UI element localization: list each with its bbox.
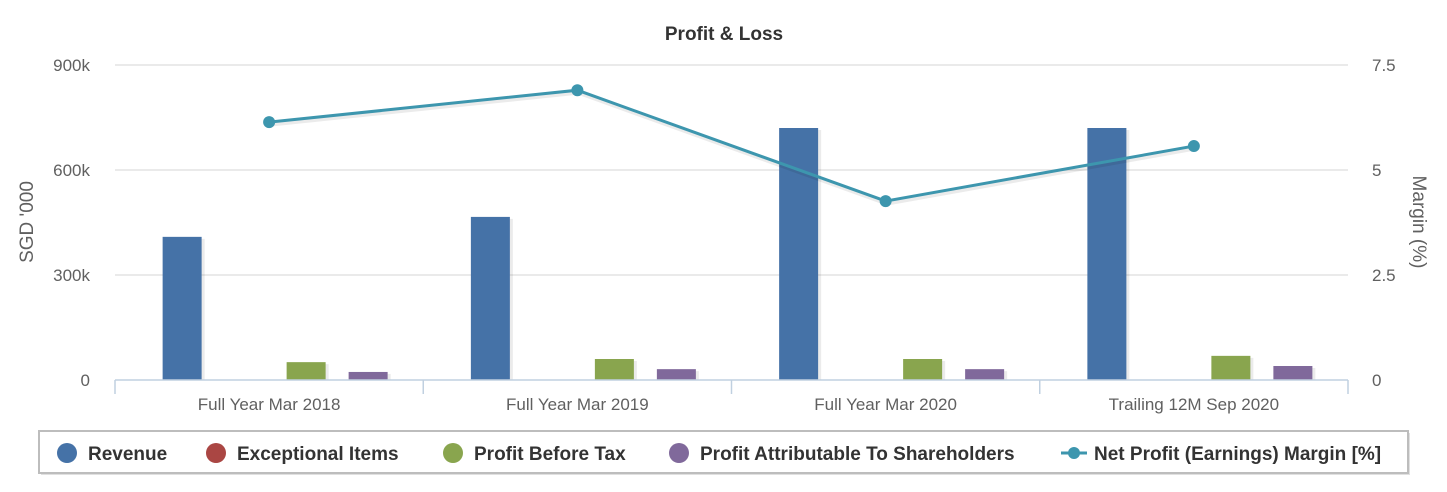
bar-profit-attributable-to-shareholders <box>656 369 696 380</box>
bar-revenue <box>1087 128 1127 380</box>
margin-point <box>879 195 892 208</box>
bar-profit-attributable-to-shareholders <box>965 369 1005 380</box>
legend-marker-icon <box>206 443 226 463</box>
bar-series <box>162 128 1316 380</box>
y-axis-left-title: SGD '000 <box>17 181 38 263</box>
bar-revenue <box>470 216 510 380</box>
legend-marker-icon <box>669 443 689 463</box>
x-tick-label: Full Year Mar 2019 <box>506 395 649 414</box>
y-axis-right-title: Margin (%) <box>1408 176 1429 269</box>
legend-marker-icon <box>1068 447 1080 459</box>
margin-line <box>268 88 1195 203</box>
legend-box <box>38 430 1409 474</box>
legend-item-label: Revenue <box>88 444 167 465</box>
y-axis-left-ticks: 0 300k 600k 900k <box>53 56 90 390</box>
margin-point <box>571 84 584 97</box>
x-axis: Full Year Mar 2018 Full Year Mar 2019 Full… <box>114 379 1349 414</box>
gridlines <box>115 64 1348 276</box>
legend-marker-icon <box>57 443 77 463</box>
y-tick-label-left: 0 <box>81 371 90 390</box>
y-tick-label-right: 5 <box>1372 161 1381 180</box>
y-tick-label-right: 2.5 <box>1372 266 1396 285</box>
x-tick-label: Full Year Mar 2018 <box>198 395 341 414</box>
bar-revenue <box>162 236 202 380</box>
line-shadow <box>269 89 1196 206</box>
legend-item-label: Net Profit (Earnings) Margin [%] <box>1094 444 1381 465</box>
bar-profit-attributable-to-shareholders <box>348 371 388 380</box>
bar-profit-before-tax <box>594 359 634 380</box>
x-tick-label: Full Year Mar 2020 <box>814 395 957 414</box>
legend-marker-icon <box>443 443 463 463</box>
bar-profit-before-tax <box>1211 355 1251 380</box>
y-tick-label-right: 0 <box>1372 371 1381 390</box>
y-tick-label-left: 900k <box>53 56 90 75</box>
line-series <box>263 84 1200 208</box>
bar-profit-before-tax <box>286 362 326 380</box>
x-tick-label: Trailing 12M Sep 2020 <box>1109 395 1279 414</box>
margin-point <box>1187 140 1200 153</box>
y-tick-label-right: 7.5 <box>1372 56 1396 75</box>
legend: Revenue Exceptional Items Profit Before Ta… <box>38 430 1410 475</box>
margin-point <box>263 116 276 129</box>
legend-item-label: Exceptional Items <box>237 444 399 465</box>
bar-profit-before-tax <box>903 359 943 380</box>
legend-item-label: Profit Before Tax <box>474 444 626 465</box>
y-tick-label-left: 300k <box>53 266 90 285</box>
y-tick-label-left: 600k <box>53 161 90 180</box>
y-axis-right-ticks: 0 2.5 5 7.5 <box>1372 56 1396 390</box>
chart-title: Profit & Loss <box>665 24 783 45</box>
legend-item-label: Profit Attributable To Shareholders <box>700 444 1015 465</box>
bar-profit-attributable-to-shareholders <box>1273 366 1313 380</box>
